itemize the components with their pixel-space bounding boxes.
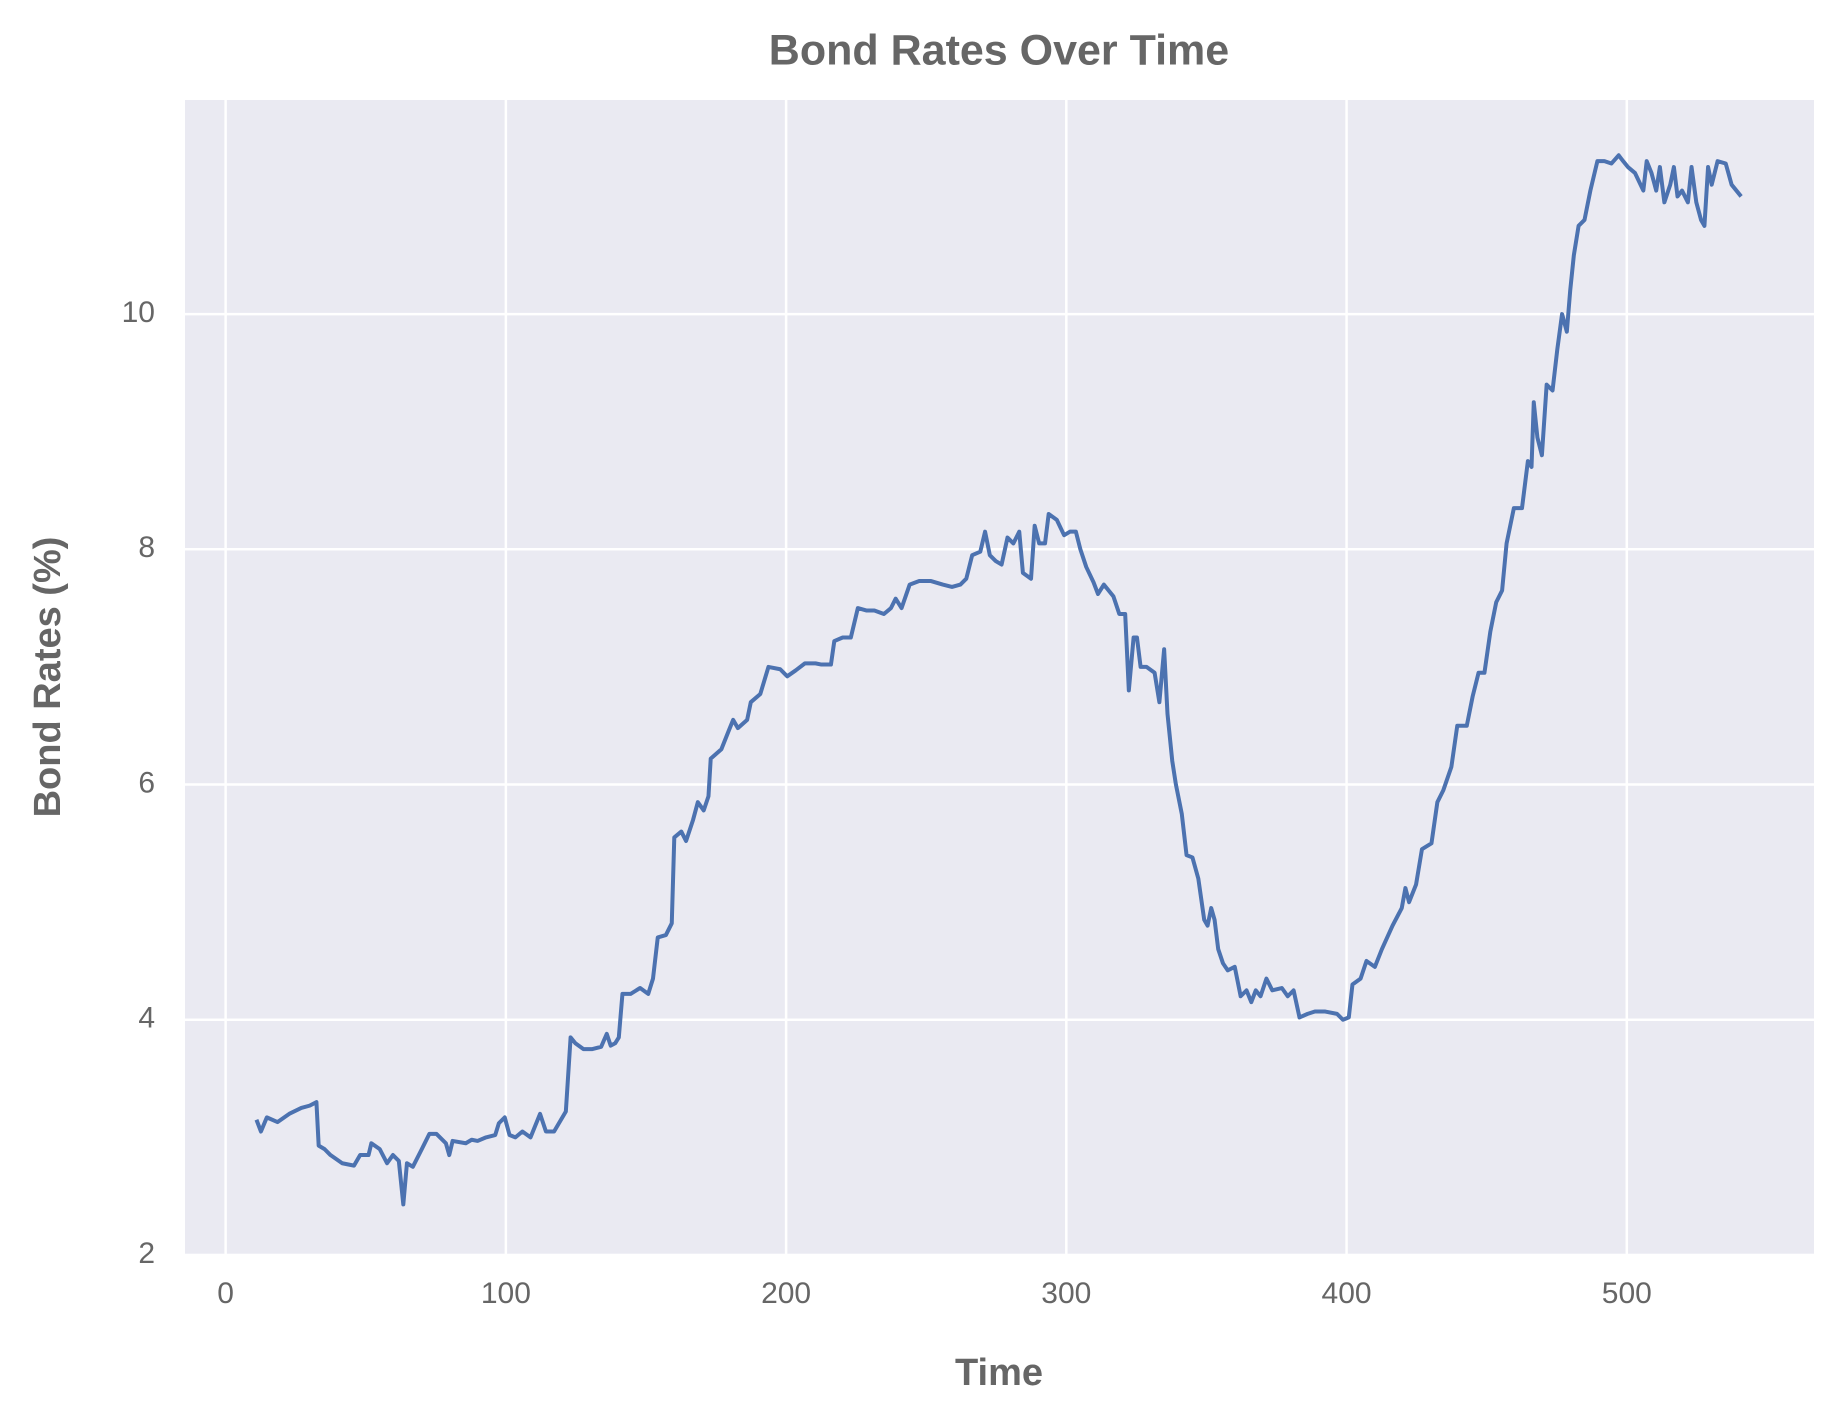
y-tick-label: 6 xyxy=(138,766,155,799)
chart-title: Bond Rates Over Time xyxy=(769,26,1229,74)
x-tick-label: 200 xyxy=(761,1277,811,1310)
x-axis-label: Time xyxy=(955,1352,1043,1394)
y-tick-label: 2 xyxy=(138,1237,155,1270)
y-axis-label: Bond Rates (%) xyxy=(27,537,69,818)
x-tick-label: 100 xyxy=(481,1277,531,1310)
marks xyxy=(254,153,1743,1207)
line-series xyxy=(254,153,1743,1207)
x-tick-label: 500 xyxy=(1602,1277,1652,1310)
y-tick-label: 4 xyxy=(138,1002,155,1035)
x-tick-label: 300 xyxy=(1041,1277,1091,1310)
plot-area xyxy=(185,100,1814,1255)
x-tick-label: 400 xyxy=(1322,1277,1372,1310)
x-tick-label: 0 xyxy=(217,1277,234,1310)
grid xyxy=(185,100,1814,1257)
y-tick-label: 10 xyxy=(122,296,155,329)
y-tick-label: 8 xyxy=(138,531,155,564)
